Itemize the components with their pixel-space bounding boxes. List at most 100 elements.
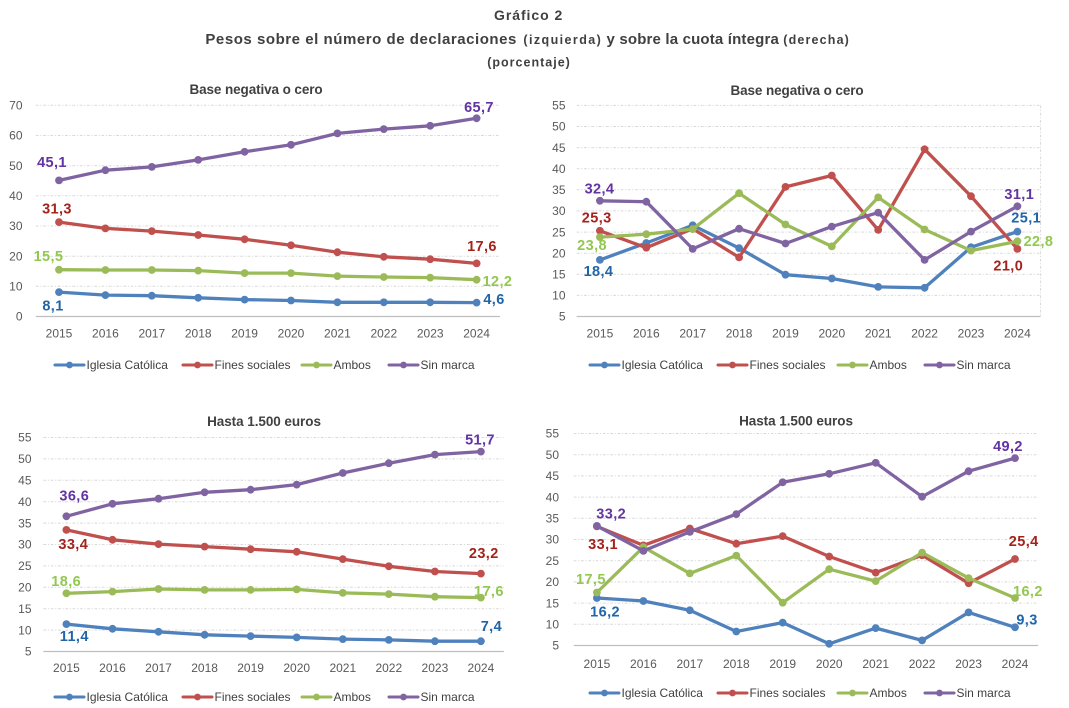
svg-text:20: 20 [546, 575, 560, 589]
svg-text:25,1: 25,1 [1011, 211, 1041, 227]
svg-text:Fines sociales: Fines sociales [215, 690, 291, 704]
svg-text:21,0: 21,0 [993, 258, 1023, 274]
svg-text:25,3: 25,3 [582, 211, 612, 227]
svg-text:45: 45 [18, 474, 32, 488]
svg-text:23,8: 23,8 [577, 238, 607, 254]
svg-text:55: 55 [546, 427, 560, 441]
svg-text:Iglesia Católica: Iglesia Católica [622, 686, 704, 700]
svg-text:40: 40 [18, 495, 32, 509]
svg-text:15: 15 [546, 596, 560, 610]
svg-text:2016: 2016 [633, 327, 660, 341]
svg-text:40: 40 [9, 189, 23, 203]
svg-text:25: 25 [546, 554, 560, 568]
svg-text:2017: 2017 [679, 327, 706, 341]
svg-text:15,5: 15,5 [34, 249, 64, 265]
svg-text:45,1: 45,1 [37, 155, 67, 171]
svg-text:2019: 2019 [231, 327, 258, 341]
svg-text:15: 15 [18, 602, 32, 616]
svg-text:36,6: 36,6 [59, 488, 89, 504]
svg-text:55: 55 [552, 99, 566, 113]
svg-text:Sin marca: Sin marca [957, 686, 1011, 700]
svg-text:11,4: 11,4 [60, 629, 89, 645]
svg-text:(porcentaje): (porcentaje) [487, 56, 571, 70]
svg-text:55: 55 [18, 431, 32, 445]
svg-text:35: 35 [552, 183, 566, 197]
svg-text:2018: 2018 [191, 661, 218, 675]
svg-text:30: 30 [9, 219, 23, 233]
svg-text:5: 5 [559, 310, 566, 324]
svg-text:2015: 2015 [53, 661, 80, 675]
svg-text:2017: 2017 [145, 661, 172, 675]
svg-text:10: 10 [9, 280, 23, 294]
svg-text:17,5: 17,5 [576, 572, 606, 588]
svg-text:31,1: 31,1 [1004, 187, 1034, 203]
svg-text:33,4: 33,4 [58, 537, 88, 553]
svg-text:2019: 2019 [237, 661, 264, 675]
svg-text:2016: 2016 [99, 661, 126, 675]
svg-text:51,7: 51,7 [465, 432, 495, 448]
svg-text:2016: 2016 [92, 327, 119, 341]
svg-text:33,2: 33,2 [596, 507, 626, 523]
svg-text:31,3: 31,3 [42, 202, 72, 218]
svg-text:2018: 2018 [726, 327, 753, 341]
svg-text:8,1: 8,1 [42, 299, 63, 315]
svg-text:20: 20 [9, 249, 23, 263]
svg-text:9,3: 9,3 [1016, 613, 1037, 629]
svg-text:23,2: 23,2 [469, 546, 499, 562]
svg-text:17,6: 17,6 [467, 239, 497, 255]
svg-text:32,4: 32,4 [585, 181, 615, 197]
svg-text:2018: 2018 [723, 657, 750, 671]
svg-text:2024: 2024 [468, 661, 495, 675]
svg-text:2017: 2017 [138, 327, 165, 341]
svg-text:Hasta 1.500 euros: Hasta 1.500 euros [207, 414, 321, 429]
svg-text:30: 30 [546, 533, 560, 547]
svg-text:Sin marca: Sin marca [421, 690, 475, 704]
svg-text:Ambos: Ambos [334, 358, 371, 372]
svg-text:Hasta 1.500 euros: Hasta 1.500 euros [739, 413, 853, 428]
svg-text:2024: 2024 [1002, 657, 1029, 671]
svg-text:Gráfico 2: Gráfico 2 [494, 7, 563, 23]
svg-text:Pesos sobre el número de decla: Pesos sobre el número de declaraciones [205, 31, 516, 48]
svg-text:18,4: 18,4 [584, 264, 614, 280]
svg-text:2019: 2019 [769, 657, 796, 671]
svg-text:2021: 2021 [862, 657, 889, 671]
svg-text:Ambos: Ambos [870, 358, 907, 372]
svg-text:25: 25 [552, 225, 566, 239]
svg-text:2024: 2024 [463, 327, 490, 341]
svg-text:Fines sociales: Fines sociales [750, 358, 826, 372]
svg-text:7,4: 7,4 [481, 619, 502, 635]
svg-text:50: 50 [546, 448, 560, 462]
svg-text:50: 50 [18, 452, 32, 466]
svg-text:2022: 2022 [909, 657, 936, 671]
svg-text:2022: 2022 [911, 327, 938, 341]
svg-text:22,8: 22,8 [1024, 234, 1054, 250]
svg-text:2024: 2024 [1004, 327, 1031, 341]
svg-text:10: 10 [552, 289, 566, 303]
svg-text:Iglesia Católica: Iglesia Católica [87, 690, 169, 704]
svg-text:2018: 2018 [185, 327, 212, 341]
svg-text:16,2: 16,2 [1013, 584, 1043, 600]
svg-text:60: 60 [9, 129, 23, 143]
svg-text:2021: 2021 [329, 661, 356, 675]
svg-text:2019: 2019 [772, 327, 799, 341]
svg-text:Iglesia Católica: Iglesia Católica [87, 358, 169, 372]
svg-text:4,6: 4,6 [483, 292, 504, 308]
svg-text:45: 45 [552, 141, 566, 155]
svg-text:2020: 2020 [816, 657, 843, 671]
svg-text:Fines sociales: Fines sociales [215, 358, 291, 372]
svg-text:35: 35 [546, 512, 560, 526]
svg-text:5: 5 [25, 645, 32, 659]
svg-text:Iglesia Católica: Iglesia Católica [622, 358, 704, 372]
svg-text:0: 0 [16, 310, 23, 324]
svg-text:30: 30 [552, 204, 566, 218]
svg-text:2023: 2023 [958, 327, 985, 341]
svg-text:2017: 2017 [676, 657, 703, 671]
svg-text:Sin marca: Sin marca [421, 358, 475, 372]
svg-text:2020: 2020 [278, 327, 305, 341]
svg-text:49,2: 49,2 [993, 439, 1023, 455]
svg-text:20: 20 [18, 581, 32, 595]
svg-text:2020: 2020 [818, 327, 845, 341]
svg-text:65,7: 65,7 [464, 100, 494, 116]
svg-text:18,6: 18,6 [51, 574, 81, 590]
svg-text:Fines sociales: Fines sociales [750, 686, 826, 700]
